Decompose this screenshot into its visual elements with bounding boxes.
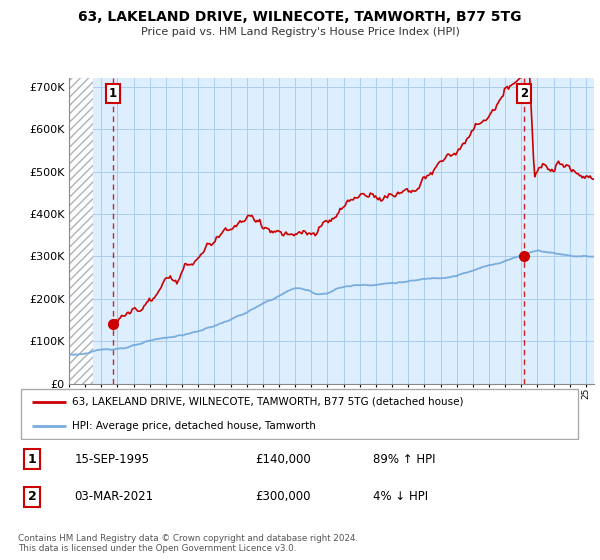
Text: 15-SEP-1995: 15-SEP-1995	[74, 452, 149, 465]
Text: Price paid vs. HM Land Registry's House Price Index (HPI): Price paid vs. HM Land Registry's House …	[140, 27, 460, 37]
Text: HPI: Average price, detached house, Tamworth: HPI: Average price, detached house, Tamw…	[71, 421, 316, 431]
Text: 63, LAKELAND DRIVE, WILNECOTE, TAMWORTH, B77 5TG: 63, LAKELAND DRIVE, WILNECOTE, TAMWORTH,…	[78, 10, 522, 24]
Text: 2: 2	[28, 491, 37, 503]
FancyBboxPatch shape	[21, 389, 578, 438]
Text: 1: 1	[109, 87, 117, 100]
Text: 4% ↓ HPI: 4% ↓ HPI	[373, 491, 428, 503]
Text: 2: 2	[520, 87, 528, 100]
Text: £300,000: £300,000	[255, 491, 310, 503]
Text: 03-MAR-2021: 03-MAR-2021	[74, 491, 154, 503]
Text: Contains HM Land Registry data © Crown copyright and database right 2024.
This d: Contains HM Land Registry data © Crown c…	[18, 534, 358, 553]
Text: 1: 1	[28, 452, 37, 465]
Text: 63, LAKELAND DRIVE, WILNECOTE, TAMWORTH, B77 5TG (detached house): 63, LAKELAND DRIVE, WILNECOTE, TAMWORTH,…	[71, 397, 463, 407]
Text: 89% ↑ HPI: 89% ↑ HPI	[373, 452, 436, 465]
Text: £140,000: £140,000	[255, 452, 311, 465]
